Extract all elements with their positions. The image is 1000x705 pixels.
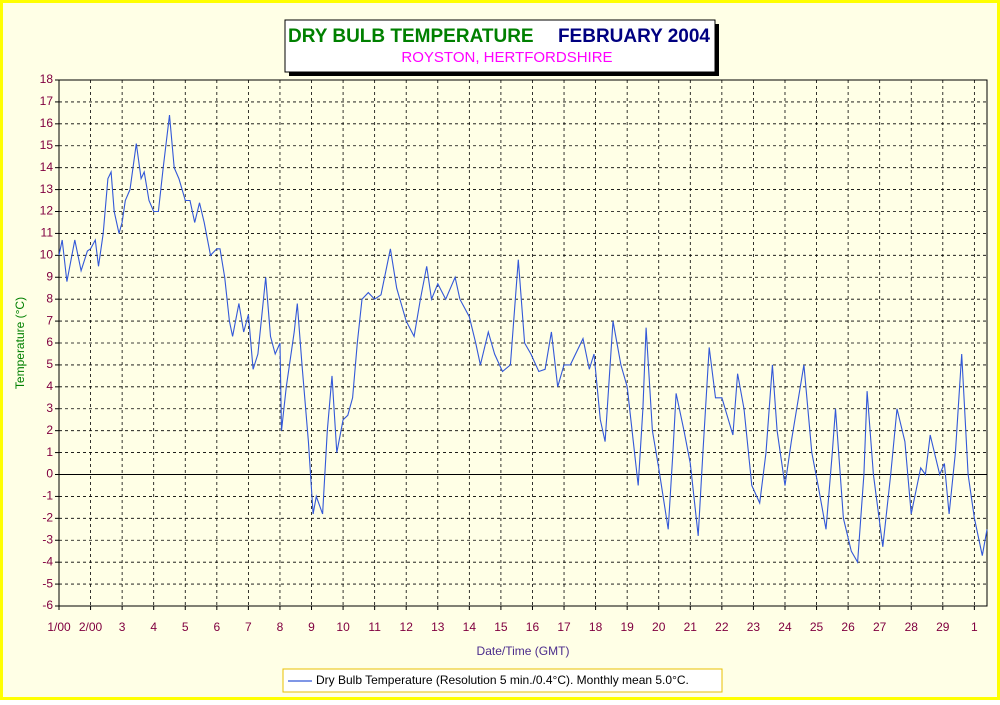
- y-tick-label: -1: [42, 489, 53, 503]
- x-tick-label: 15: [494, 620, 508, 634]
- x-tick-label: 28: [905, 620, 919, 634]
- y-tick-label: 0: [46, 467, 53, 481]
- x-tick-label: 22: [715, 620, 729, 634]
- y-tick-label: -3: [42, 532, 53, 546]
- x-tick-label: 17: [557, 620, 571, 634]
- y-tick-label: 18: [40, 72, 54, 86]
- x-tick-label: 16: [526, 620, 540, 634]
- plot-border: [58, 79, 988, 607]
- temperature-line: [58, 115, 988, 565]
- x-axis-title: Date/Time (GMT): [477, 644, 570, 658]
- x-tick-label: 9: [308, 620, 315, 634]
- y-tick-label: 7: [46, 313, 53, 327]
- y-tick-label: 15: [40, 138, 54, 152]
- x-tick-label: 4: [150, 620, 157, 634]
- x-tick-label: 26: [841, 620, 855, 634]
- y-tick-label: 5: [46, 357, 53, 371]
- x-tick-label: 10: [336, 620, 350, 634]
- title-box: [284, 19, 716, 73]
- x-tick-label: 20: [652, 620, 666, 634]
- chart-title-date: FEBRUARY 2004: [558, 26, 710, 47]
- x-tick-label: 24: [778, 620, 792, 634]
- y-tick-label: 1: [46, 445, 53, 459]
- legend-label: Dry Bulb Temperature (Resolution 5 min./…: [316, 673, 689, 687]
- x-tick-label: 12: [400, 620, 414, 634]
- y-tick-label: 12: [40, 204, 54, 218]
- x-tick-label: 11: [368, 620, 381, 634]
- y-tick-label: 4: [46, 379, 53, 393]
- y-tick-label: -6: [42, 598, 53, 612]
- y-tick-label: -2: [42, 511, 53, 525]
- y-tick-label: 8: [46, 291, 53, 305]
- x-tick-label: 6: [213, 620, 220, 634]
- x-tick-label: 13: [431, 620, 445, 634]
- x-tick-label: 19: [620, 620, 634, 634]
- legend-box: [282, 668, 723, 693]
- x-tick-label: 29: [936, 620, 950, 634]
- x-tick-label: 5: [182, 620, 189, 634]
- x-tick-label: 23: [747, 620, 761, 634]
- x-tick-label: 14: [463, 620, 477, 634]
- y-tick-label: 2: [46, 423, 53, 437]
- y-tick-label: 3: [46, 401, 53, 415]
- y-tick-label: 10: [40, 248, 54, 262]
- chart-title: DRY BULB TEMPERATURE: [288, 26, 534, 47]
- x-tick-label: 3: [119, 620, 126, 634]
- y-tick-label: 16: [40, 116, 54, 130]
- x-tick-label: 18: [589, 620, 603, 634]
- y-tick-label: 13: [40, 182, 54, 196]
- chart-subtitle: ROYSTON, HERTFORDSHIRE: [401, 49, 612, 66]
- y-axis-title: Temperature (°C): [13, 297, 27, 389]
- y-tick-label: -4: [42, 554, 53, 568]
- x-tick-label: 1/00: [47, 620, 71, 634]
- x-tick-label: 7: [245, 620, 252, 634]
- x-tick-label: 2/00: [79, 620, 103, 634]
- y-tick-label: 9: [46, 269, 53, 283]
- y-tick-label: 14: [40, 160, 54, 174]
- x-tick-label: 8: [277, 620, 284, 634]
- x-tick-label: 1: [971, 620, 978, 634]
- y-tick-label: -5: [42, 576, 53, 590]
- y-tick-label: 17: [40, 94, 54, 108]
- x-tick-label: 25: [810, 620, 824, 634]
- x-tick-label: 21: [684, 620, 698, 634]
- y-tick-label: 6: [46, 335, 53, 349]
- y-tick-label: 11: [41, 226, 54, 240]
- x-tick-label: 27: [873, 620, 887, 634]
